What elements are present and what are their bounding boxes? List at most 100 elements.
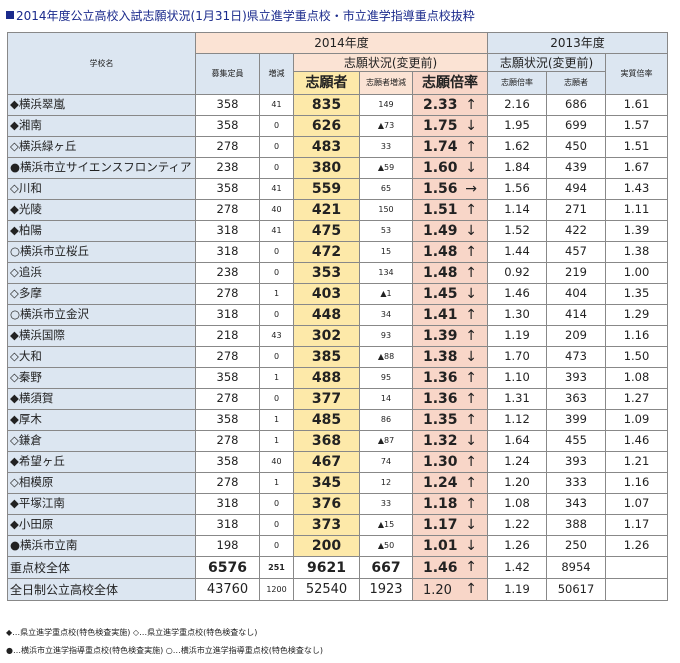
applicants-2013-cell: 455 [546,430,606,452]
applicants-cell: 200 [293,535,360,557]
ratio-value: 2.33 [423,97,458,113]
actual-ratio-cell: 1.61 [605,94,668,116]
capacity-cell: 318 [195,241,260,263]
capacity-cell: 358 [195,451,260,473]
capacity-cell: 218 [195,325,260,347]
trend-arrow-icon: ↑ [465,496,477,512]
applicants-2013-cell: 699 [546,115,606,137]
table-row: ◆希望ヶ丘 358 40 467 74 1.30 ↑ 1.24 393 1.21 [7,451,668,473]
ratio-2013-cell: 1.70 [487,346,547,368]
header-applicants: 志願者 [293,71,360,95]
ratio-2013-cell: 1.46 [487,283,547,305]
ratio-cell: 2.33 ↑ [412,94,488,116]
applicants-change-cell: ▲87 [359,430,413,452]
ratio-value: 1.74 [423,139,458,155]
capacity-cell: 318 [195,304,260,326]
ratio-cell: 1.41 ↑ [412,304,488,326]
applicants-cell: 483 [293,136,360,158]
capacity-cell: 358 [195,409,260,431]
ratio-value: 1.38 [423,349,458,365]
ratio-2013-cell: 1.08 [487,493,547,515]
applicants-change-cell: 150 [359,199,413,221]
ratio-cell: 1.36 ↑ [412,367,488,389]
school-name: ◇川和 [7,178,196,200]
trend-arrow-icon: ↑ [465,307,477,323]
ratio-value: 1.01 [423,538,458,554]
total-change-cell: 1200 [259,578,294,601]
applicants-change-cell: 86 [359,409,413,431]
applicants-2013-cell: 363 [546,388,606,410]
applicants-change-cell: ▲50 [359,535,413,557]
school-name: ◆小田原 [7,514,196,536]
total-capacity-cell: 6576 [195,556,260,579]
square-bullet-icon [6,11,14,19]
total-ratio-2013-cell: 1.42 [487,556,547,579]
applicants-2013-cell: 414 [546,304,606,326]
trend-arrow-icon: ↓ [465,538,477,554]
applicants-change-cell: 93 [359,325,413,347]
header-change: 増減 [259,53,294,95]
applicants-2013-cell: 422 [546,220,606,242]
legend-line-1: ◆…県立進学重点校(特色検査実施) ◇…県立進学重点校(特色検査なし) [6,628,258,637]
capacity-cell: 198 [195,535,260,557]
change-cell: 41 [259,178,294,200]
change-cell: 0 [259,115,294,137]
ratio-value: 1.45 [423,286,458,302]
capacity-cell: 278 [195,199,260,221]
actual-ratio-cell: 1.51 [605,136,668,158]
applicants-2013-cell: 271 [546,199,606,221]
applicants-cell: 467 [293,451,360,473]
ratio-cell: 1.49 ↓ [412,220,488,242]
trend-arrow-icon: ↑ [465,559,477,575]
applicants-change-cell: 95 [359,367,413,389]
ratio-2013-cell: 1.20 [487,472,547,494]
change-cell: 40 [259,451,294,473]
actual-ratio-cell: 1.26 [605,535,668,557]
school-name: ◇追浜 [7,262,196,284]
ratio-cell: 1.51 ↑ [412,199,488,221]
ratio-cell: 1.17 ↓ [412,514,488,536]
table-row: ◇大和 278 0 385 ▲88 1.38 ↓ 1.70 473 1.50 [7,346,668,368]
change-cell: 1 [259,409,294,431]
actual-ratio-cell: 1.07 [605,493,668,515]
change-cell: 0 [259,136,294,158]
ratio-value: 1.32 [423,433,458,449]
ratio-2013-cell: 2.16 [487,94,547,116]
applicants-2013-cell: 494 [546,178,606,200]
table-row: ◆平塚江南 318 0 376 33 1.18 ↑ 1.08 343 1.07 [7,493,668,515]
header-ratio-2013: 志願倍率 [487,71,547,95]
applicants-2013-cell: 343 [546,493,606,515]
school-name: ◇相模原 [7,472,196,494]
actual-ratio-cell: 1.46 [605,430,668,452]
ratio-2013-cell: 1.84 [487,157,547,179]
actual-ratio-cell: 1.27 [605,388,668,410]
total-ratio-2013-cell: 1.19 [487,578,547,601]
applicants-cell: 302 [293,325,360,347]
capacity-cell: 278 [195,346,260,368]
ratio-2013-cell: 1.44 [487,241,547,263]
trend-arrow-icon: ↑ [465,244,477,260]
applicants-change-cell: 149 [359,94,413,116]
header-applicants-change: 志願者増減 [359,71,413,95]
school-name: ◆厚木 [7,409,196,431]
trend-arrow-icon: ↑ [465,454,477,470]
trend-arrow-icon: ↑ [465,370,477,386]
applicants-2013-cell: 404 [546,283,606,305]
applicants-change-cell: 53 [359,220,413,242]
trend-arrow-icon: ↓ [465,286,477,302]
applicants-cell: 488 [293,367,360,389]
school-name: ◆平塚江南 [7,493,196,515]
total-capacity-cell: 43760 [195,578,260,601]
applications-table: 学校名 2014年度 2013年度 募集定員 増減 志願状況(変更前) 志願状況… [7,32,668,601]
applicants-change-cell: ▲15 [359,514,413,536]
capacity-cell: 238 [195,157,260,179]
applicants-2013-cell: 457 [546,241,606,263]
change-cell: 0 [259,493,294,515]
applicants-change-cell: 33 [359,493,413,515]
table-row: ◆横須賀 278 0 377 14 1.36 ↑ 1.31 363 1.27 [7,388,668,410]
change-cell: 41 [259,220,294,242]
applicants-2013-cell: 473 [546,346,606,368]
applicants-2013-cell: 393 [546,367,606,389]
ratio-2013-cell: 1.19 [487,325,547,347]
ratio-value: 1.51 [423,202,458,218]
